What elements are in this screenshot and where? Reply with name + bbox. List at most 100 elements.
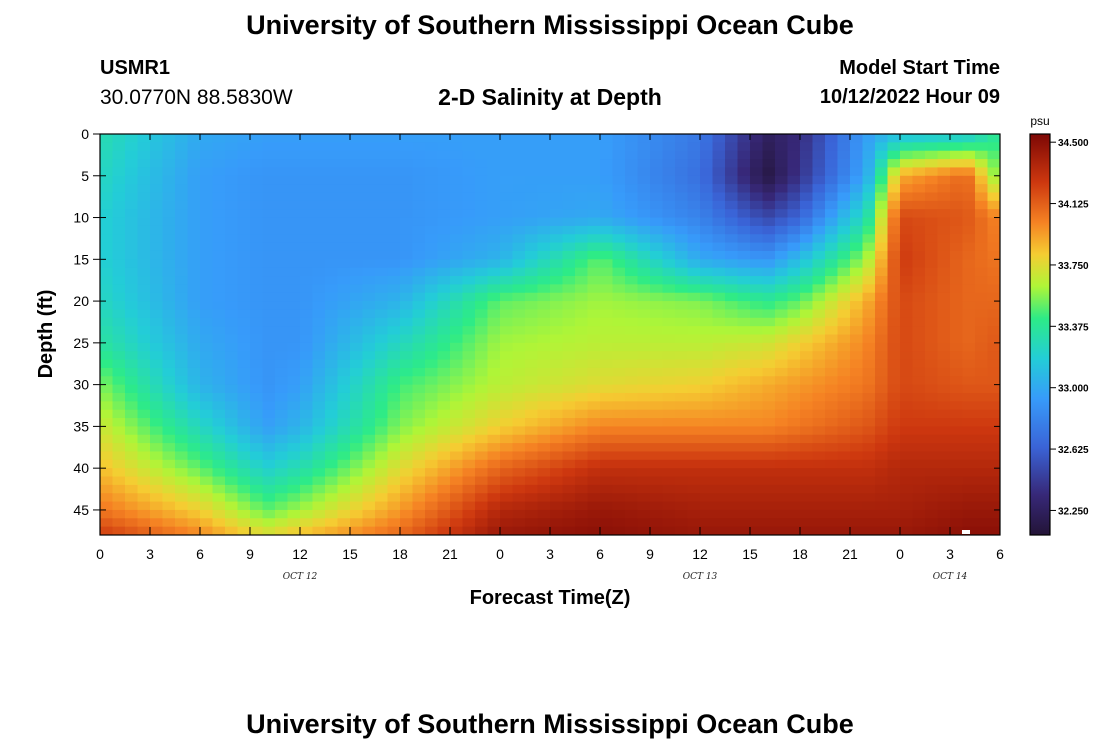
heatmap-cell: [662, 476, 676, 486]
heatmap-cell: [650, 292, 664, 302]
heatmap-cell: [812, 267, 826, 277]
heatmap-cell: [425, 217, 439, 227]
heatmap-cell: [375, 250, 389, 260]
heatmap-cell: [275, 434, 289, 444]
heatmap-cell: [312, 217, 326, 227]
heatmap-cell: [250, 434, 264, 444]
heatmap-cell: [225, 493, 239, 503]
heatmap-cell: [175, 426, 189, 436]
heatmap-cell: [250, 426, 264, 436]
heatmap-cell: [787, 276, 801, 285]
heatmap-cell: [200, 175, 214, 185]
heatmap-cell: [375, 484, 389, 494]
heatmap-cell: [137, 150, 151, 160]
heatmap-cell: [287, 142, 301, 152]
heatmap-cell: [675, 292, 689, 302]
heatmap-cell: [225, 259, 239, 269]
heatmap-cell: [325, 209, 339, 219]
heatmap-cell: [437, 175, 451, 185]
heatmap-cell: [537, 184, 551, 194]
heatmap-cell: [475, 359, 489, 369]
heatmap-cell: [412, 459, 426, 469]
heatmap-cell: [962, 359, 976, 369]
heatmap-cell: [662, 234, 676, 244]
heatmap-cell: [225, 250, 239, 260]
heatmap-cell: [875, 192, 889, 202]
heatmap-cell: [112, 284, 126, 294]
heatmap-cell: [850, 468, 864, 478]
heatmap-cell: [387, 276, 401, 285]
heatmap-cell: [562, 167, 576, 177]
heatmap-cell: [787, 175, 801, 185]
heatmap-cell: [150, 192, 164, 202]
heatmap-cell: [200, 309, 214, 319]
heatmap-cell: [125, 401, 139, 411]
heatmap-cell: [212, 459, 226, 469]
heatmap-cell: [725, 301, 739, 311]
heatmap-cell: [900, 200, 914, 210]
heatmap-cell: [387, 351, 401, 361]
heatmap-cell: [200, 526, 214, 535]
heatmap-cell: [987, 267, 1000, 277]
heatmap-cell: [350, 184, 364, 194]
heatmap-cell: [625, 326, 639, 336]
heatmap-cell: [200, 359, 214, 369]
heatmap-cell: [437, 225, 451, 235]
heatmap-cell: [475, 443, 489, 453]
heatmap-cell: [112, 175, 126, 185]
heatmap-cell: [575, 384, 589, 394]
heatmap-cell: [250, 384, 264, 394]
heatmap-cell: [925, 159, 939, 169]
heatmap-cell: [650, 384, 664, 394]
heatmap-cell: [912, 409, 926, 419]
heatmap-cell: [225, 476, 239, 486]
heatmap-cell: [562, 159, 576, 169]
heatmap-cell: [537, 476, 551, 486]
heatmap-cell: [512, 376, 526, 386]
heatmap-cell: [150, 301, 164, 311]
heatmap-cell: [100, 276, 114, 285]
heatmap-cell: [862, 267, 876, 277]
heatmap-cell: [750, 401, 764, 411]
heatmap-cell: [862, 376, 876, 386]
heatmap-cell: [750, 317, 764, 327]
heatmap-cell: [387, 468, 401, 478]
heatmap-cell: [825, 351, 839, 361]
heatmap-cell: [900, 434, 914, 444]
heatmap-cell: [475, 501, 489, 511]
heatmap-cell: [725, 476, 739, 486]
heatmap-cell: [387, 418, 401, 427]
heatmap-cell: [800, 150, 814, 160]
heatmap-cell: [900, 142, 914, 152]
heatmap-cell: [737, 443, 751, 453]
heatmap-cell: [725, 359, 739, 369]
heatmap-cell: [950, 409, 964, 419]
heatmap-cell: [737, 367, 751, 377]
heatmap-cell: [987, 184, 1000, 194]
heatmap-cell: [387, 484, 401, 494]
heatmap-cell: [237, 200, 251, 210]
heatmap-cell: [787, 493, 801, 503]
heatmap-cell: [212, 518, 226, 528]
heatmap-cell: [825, 526, 839, 535]
heatmap-cell: [112, 225, 126, 235]
heatmap-cell: [637, 292, 651, 302]
heatmap-cell: [600, 392, 614, 402]
heatmap-cell: [900, 501, 914, 511]
plot-title: 2-D Salinity at Depth: [438, 84, 662, 110]
heatmap-cell: [425, 175, 439, 185]
heatmap-cell: [337, 501, 351, 511]
heatmap-cell: [600, 434, 614, 444]
heatmap-cell: [887, 434, 901, 444]
heatmap-cell: [837, 142, 851, 152]
heatmap-cell: [450, 418, 464, 427]
heatmap-cell: [750, 526, 764, 535]
heatmap-cell: [475, 434, 489, 444]
heatmap-cell: [162, 509, 176, 519]
heatmap-cell: [962, 501, 976, 511]
heatmap-cell: [912, 250, 926, 260]
heatmap-cell: [675, 334, 689, 344]
heatmap-cell: [675, 518, 689, 528]
heatmap-cell: [200, 134, 214, 143]
heatmap-cell: [600, 250, 614, 260]
